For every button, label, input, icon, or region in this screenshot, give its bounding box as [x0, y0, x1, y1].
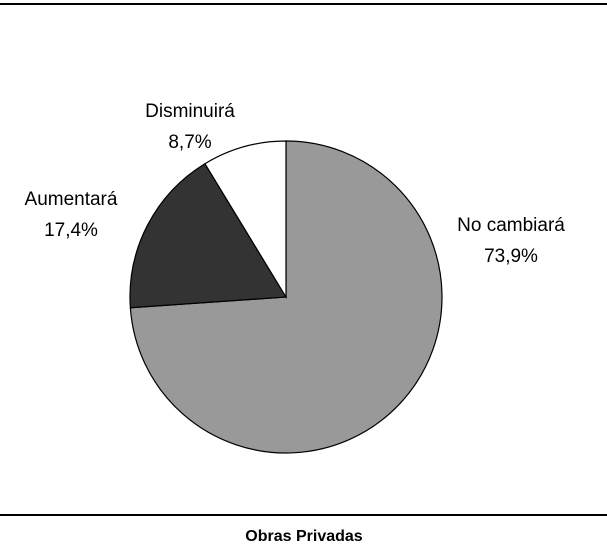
slice-label: Aumentará	[25, 189, 118, 210]
value-label: 73,9%	[484, 246, 538, 267]
pie-slice	[129, 162, 288, 309]
pie-slice	[204, 140, 287, 300]
value-label: 17,4%	[44, 220, 98, 241]
slice-label: Disminuirá	[145, 101, 235, 122]
chart-title: Obras Privadas	[245, 528, 363, 545]
slice-label: No cambiará	[457, 215, 565, 236]
value-label: 8,7%	[168, 132, 211, 153]
